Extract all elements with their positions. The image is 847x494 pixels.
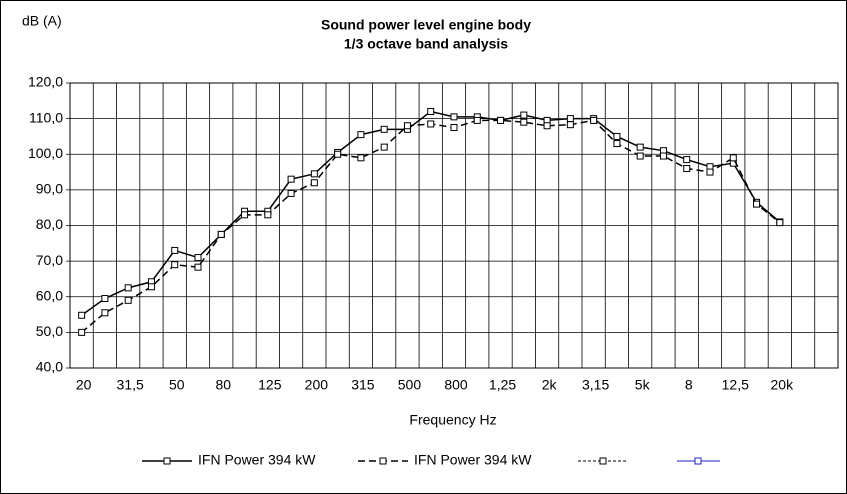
- x-tick-label: 500: [398, 377, 422, 393]
- data-point: [357, 154, 365, 162]
- data-point: [450, 113, 458, 121]
- data-point: [450, 124, 458, 132]
- chart-subtitle: 1/3 octave band analysis: [344, 36, 508, 52]
- y-tick-label: 120,0: [28, 74, 63, 90]
- data-point: [636, 143, 644, 151]
- x-tick-label: 800: [444, 377, 468, 393]
- x-tick-label: 125: [258, 377, 282, 393]
- y-tick-label: 110,0: [29, 109, 63, 125]
- y-tick-label: 100,0: [28, 145, 63, 161]
- data-point: [613, 140, 621, 148]
- x-tick-label: 50: [169, 377, 185, 393]
- x-tick-label: 5k: [635, 377, 651, 393]
- x-tick-label: 31,5: [117, 377, 144, 393]
- x-tick-label: 20k: [771, 377, 795, 393]
- legend-marker: [599, 457, 607, 465]
- data-point: [590, 116, 598, 124]
- x-tick-label: 20: [76, 377, 92, 393]
- y-tick-label: 70,0: [36, 252, 63, 268]
- x-tick-label: 12,5: [722, 377, 749, 393]
- data-point: [310, 170, 318, 178]
- legend-marker: [163, 457, 171, 465]
- x-tick-label: 1,25: [489, 377, 516, 393]
- data-point: [334, 150, 342, 158]
- data-point: [124, 284, 132, 292]
- data-point: [380, 143, 388, 151]
- data-point: [543, 122, 551, 130]
- data-point: [520, 118, 528, 126]
- data-point: [287, 175, 295, 183]
- data-point: [357, 131, 365, 139]
- data-point: [78, 311, 86, 319]
- data-point: [427, 120, 435, 128]
- data-point: [753, 200, 761, 208]
- data-point: [241, 211, 249, 219]
- data-point: [613, 132, 621, 140]
- data-point: [101, 295, 109, 303]
- legend-marker: [379, 457, 387, 465]
- data-point: [171, 246, 179, 254]
- plot-border: [69, 82, 839, 369]
- y-tick-label: 50,0: [36, 323, 63, 339]
- x-tick-label: 8: [685, 377, 693, 393]
- data-point: [217, 230, 225, 238]
- legend-marker: [694, 457, 702, 465]
- y-tick-label: 60,0: [36, 287, 63, 303]
- x-tick-label: 200: [305, 377, 329, 393]
- x-tick-label: 315: [351, 377, 375, 393]
- x-tick-label: 80: [215, 377, 231, 393]
- data-point: [706, 168, 714, 176]
- legend-extra: [578, 457, 720, 465]
- data-point: [194, 254, 202, 262]
- data-point: [124, 296, 132, 304]
- data-point: [171, 261, 179, 269]
- legend-label: IFN Power 394 kW: [414, 452, 532, 468]
- data-point: [310, 179, 318, 187]
- x-tick-label: 2k: [542, 377, 558, 393]
- data-point: [520, 111, 528, 119]
- y-tick-label: 40,0: [36, 359, 63, 375]
- data-point: [659, 152, 667, 160]
- data-point: [497, 116, 505, 124]
- y-axis-label: dB (A): [22, 13, 62, 29]
- data-point: [683, 165, 691, 172]
- data-point: [380, 125, 388, 133]
- data-point: [287, 189, 295, 197]
- x-tick-label: 3,15: [582, 377, 609, 393]
- legend-label: IFN Power 394 kW: [198, 452, 316, 468]
- chart-title: Sound power level engine body: [321, 17, 531, 33]
- data-point: [566, 121, 574, 129]
- x-axis-label: Frequency Hz: [409, 412, 496, 428]
- data-point: [101, 309, 109, 317]
- data-point: [636, 152, 644, 160]
- data-point: [776, 219, 784, 227]
- data-point: [147, 283, 155, 291]
- data-point: [729, 154, 737, 162]
- data-point: [566, 115, 574, 123]
- y-tick-label: 90,0: [36, 181, 63, 197]
- data-point: [264, 211, 272, 219]
- data-point: [194, 263, 202, 271]
- data-point: [683, 156, 691, 164]
- data-point: [473, 116, 481, 124]
- data-point: [427, 108, 435, 115]
- y-tick-label: 80,0: [36, 216, 63, 232]
- data-point: [403, 122, 411, 130]
- data-point: [78, 328, 86, 336]
